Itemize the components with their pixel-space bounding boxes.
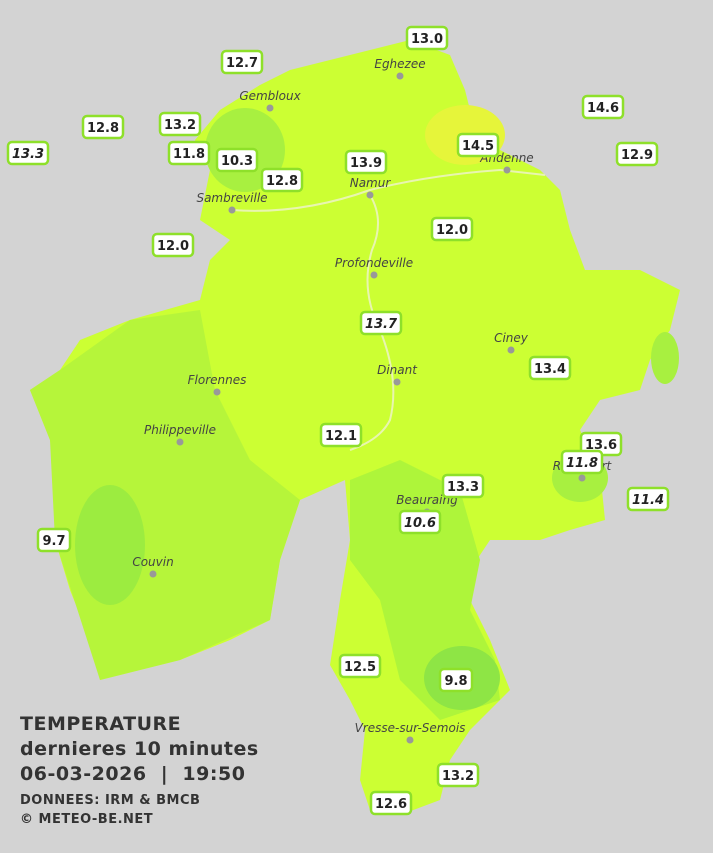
station-box [167, 140, 211, 166]
city-dot [393, 378, 401, 386]
station-box [215, 147, 259, 173]
city-name: Couvin [132, 555, 173, 569]
station-temp: 13.9 [350, 156, 382, 171]
station-box [81, 114, 125, 140]
station-box [36, 527, 72, 553]
station-box [220, 49, 264, 75]
city-dot [213, 388, 221, 396]
station-box [560, 449, 604, 475]
station-box [344, 149, 388, 175]
city-name: Beauraing [396, 493, 458, 507]
station-temp: 13.4 [534, 362, 566, 377]
station-box [359, 310, 403, 336]
station-box [436, 762, 480, 788]
city-dot [396, 72, 404, 80]
city-dot [266, 104, 274, 112]
station-box [319, 422, 363, 448]
city-dot [149, 570, 157, 578]
city-name: Dinant [377, 363, 418, 377]
station-temp: 11.8 [173, 147, 205, 162]
station-box [528, 355, 572, 381]
station-box [158, 111, 202, 137]
city-dot [507, 346, 515, 354]
station-temp: 11.4 [632, 493, 664, 508]
station-temp: 12.5 [344, 660, 376, 675]
city-dot [228, 206, 236, 214]
station-temp: 13.6 [585, 438, 617, 453]
station-box [6, 140, 50, 166]
station-temp: 12.0 [436, 223, 468, 238]
city-dot [503, 166, 511, 174]
station-box [369, 790, 413, 816]
city-dot [176, 438, 184, 446]
station-temp: 12.0 [157, 239, 189, 254]
city-name: Sambreville [196, 191, 267, 205]
station-temp: 14.5 [462, 139, 494, 154]
legend-title: TEMPERATURE [20, 713, 181, 735]
station-temp: 13.7 [365, 317, 398, 332]
station-box [405, 25, 449, 51]
city-dot [366, 191, 374, 199]
station-box [430, 216, 474, 242]
city-name: Vresse-sur-Semois [355, 721, 466, 735]
city-dot [578, 474, 586, 482]
city-name: Profondeville [335, 256, 413, 270]
station-temp: 10.6 [404, 516, 436, 531]
station-temp: 13.2 [442, 769, 474, 784]
station-temp: 10.3 [221, 154, 253, 169]
station-temp: 13.3 [12, 147, 44, 162]
station-temp: 13.3 [447, 480, 479, 495]
legend-subtitle: dernieres 10 minutes [20, 738, 259, 760]
station-box [441, 473, 485, 499]
station-temp: 11.8 [566, 456, 598, 471]
station-box [438, 667, 474, 693]
city-name: Gembloux [239, 89, 301, 103]
station-box [151, 232, 195, 258]
city-name: Ciney [494, 331, 529, 345]
station-box [338, 653, 382, 679]
city-dot [406, 736, 414, 744]
station-temp: 9.7 [42, 534, 65, 549]
legend-copyright: © METEO-BE.NET [20, 812, 153, 827]
station-temp: 13.2 [164, 118, 196, 133]
station-temp: 13.0 [411, 32, 443, 47]
station-box [260, 167, 304, 193]
station-temp: 12.6 [375, 797, 407, 812]
river [231, 168, 546, 212]
station-temp: 12.1 [325, 429, 357, 444]
station-box [581, 94, 625, 120]
station-box [456, 132, 500, 158]
station-temp: 14.6 [587, 101, 619, 116]
station-box [398, 509, 442, 535]
city-name: Namur [350, 176, 392, 190]
zone [651, 332, 679, 384]
station-temp: 12.9 [621, 148, 653, 163]
station-temp: 12.8 [266, 174, 298, 189]
city-name: Florennes [188, 373, 247, 387]
station-box [626, 486, 670, 512]
legend-source: DONNEES: IRM & BMCB [20, 793, 200, 808]
zone [75, 485, 145, 605]
station-box [615, 141, 659, 167]
station-temp: 12.7 [226, 56, 258, 71]
city-name: Philippeville [144, 423, 216, 437]
city-name: Eghezee [374, 57, 425, 71]
city-dot [370, 271, 378, 279]
station-temp: 9.8 [444, 674, 467, 689]
legend-datetime: 06-03-2026 | 19:50 [20, 763, 245, 785]
station-temp: 12.8 [87, 121, 119, 136]
